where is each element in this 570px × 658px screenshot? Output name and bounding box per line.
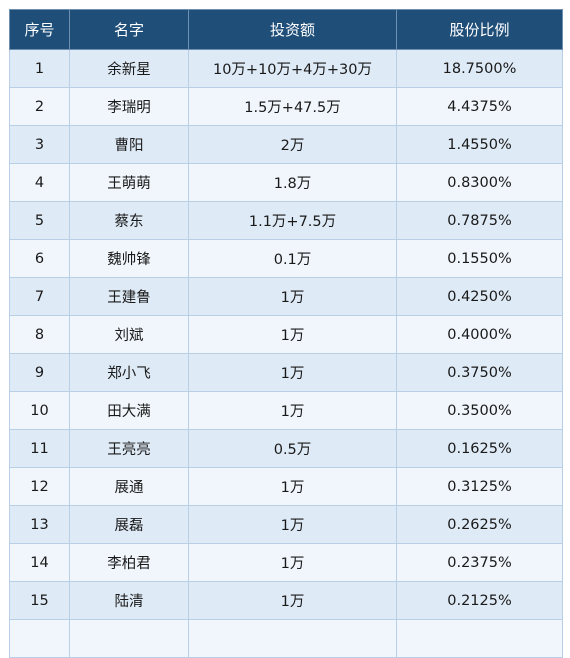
table-row: 4 王萌萌 1.8万 0.8300%: [9, 163, 563, 202]
table-row: 3 曹阳 2万 1.4550%: [9, 125, 563, 164]
table-row: 13 展磊 1万 0.2625%: [9, 505, 563, 544]
cell-index: [9, 619, 70, 658]
cell-investment: 1万: [188, 391, 397, 430]
cell-share-ratio: 0.3750%: [396, 353, 563, 392]
cell-name: 李柏君: [69, 543, 189, 582]
table-row: [9, 619, 563, 658]
cell-index: 4: [9, 163, 70, 202]
cell-index: 6: [9, 239, 70, 278]
cell-index: 10: [9, 391, 70, 430]
shareholder-table-container: 序号 名字 投资额 股份比例 1 余新星 10万+10万+4万+30万 18.7500…: [9, 9, 563, 658]
cell-name: 余新星: [69, 49, 189, 88]
cell-investment: 1万: [188, 353, 397, 392]
cell-investment: 0.1万: [188, 239, 397, 278]
shareholder-table: 序号 名字 投资额 股份比例 1 余新星 10万+10万+4万+30万 18.7500…: [9, 9, 563, 658]
cell-share-ratio: 18.7500%: [396, 49, 563, 88]
cell-share-ratio: 0.7875%: [396, 201, 563, 240]
table-header-row: 序号 名字 投资额 股份比例: [9, 9, 563, 50]
cell-investment: 1.1万+7.5万: [188, 201, 397, 240]
cell-index: 11: [9, 429, 70, 468]
cell-investment: 1.5万+47.5万: [188, 87, 397, 126]
cell-investment: 1万: [188, 581, 397, 620]
table-row: 2 李瑞明 1.5万+47.5万 4.4375%: [9, 87, 563, 126]
table-row: 5 蔡东 1.1万+7.5万 0.7875%: [9, 201, 563, 240]
cell-name: [69, 619, 189, 658]
cell-index: 12: [9, 467, 70, 506]
cell-name: 展磊: [69, 505, 189, 544]
cell-investment: 1万: [188, 543, 397, 582]
cell-share-ratio: 0.8300%: [396, 163, 563, 202]
cell-name: 蔡东: [69, 201, 189, 240]
cell-index: 13: [9, 505, 70, 544]
table-row: 10 田大满 1万 0.3500%: [9, 391, 563, 430]
header-index: 序号: [9, 9, 70, 50]
cell-name: 魏帅锋: [69, 239, 189, 278]
cell-index: 3: [9, 125, 70, 164]
cell-investment: 1万: [188, 277, 397, 316]
table-row: 8 刘斌 1万 0.4000%: [9, 315, 563, 354]
cell-investment: 0.5万: [188, 429, 397, 468]
table-row: 7 王建鲁 1万 0.4250%: [9, 277, 563, 316]
header-share-ratio: 股份比例: [396, 9, 563, 50]
cell-investment: 10万+10万+4万+30万: [188, 49, 397, 88]
cell-name: 王萌萌: [69, 163, 189, 202]
cell-name: 王建鲁: [69, 277, 189, 316]
cell-name: 刘斌: [69, 315, 189, 354]
cell-share-ratio: 0.2625%: [396, 505, 563, 544]
table-row: 11 王亮亮 0.5万 0.1625%: [9, 429, 563, 468]
cell-name: 王亮亮: [69, 429, 189, 468]
cell-share-ratio: 0.1625%: [396, 429, 563, 468]
header-investment: 投资额: [188, 9, 397, 50]
cell-index: 7: [9, 277, 70, 316]
table-body: 1 余新星 10万+10万+4万+30万 18.7500% 2 李瑞明 1.5万+47.5万…: [9, 49, 563, 658]
cell-share-ratio: 0.3500%: [396, 391, 563, 430]
cell-share-ratio: 0.2125%: [396, 581, 563, 620]
cell-investment: 1万: [188, 467, 397, 506]
cell-investment: 1万: [188, 315, 397, 354]
table-row: 9 郑小飞 1万 0.3750%: [9, 353, 563, 392]
cell-name: 郑小飞: [69, 353, 189, 392]
cell-share-ratio: 0.3125%: [396, 467, 563, 506]
cell-share-ratio: 4.4375%: [396, 87, 563, 126]
cell-share-ratio: 1.4550%: [396, 125, 563, 164]
table-row: 1 余新星 10万+10万+4万+30万 18.7500%: [9, 49, 563, 88]
cell-index: 5: [9, 201, 70, 240]
header-name: 名字: [69, 9, 189, 50]
cell-name: 李瑞明: [69, 87, 189, 126]
cell-investment: 1万: [188, 505, 397, 544]
cell-name: 田大满: [69, 391, 189, 430]
cell-investment: 2万: [188, 125, 397, 164]
cell-index: 15: [9, 581, 70, 620]
cell-share-ratio: 0.2375%: [396, 543, 563, 582]
cell-index: 9: [9, 353, 70, 392]
table-row: 12 展通 1万 0.3125%: [9, 467, 563, 506]
cell-share-ratio: 0.4250%: [396, 277, 563, 316]
cell-name: 曹阳: [69, 125, 189, 164]
cell-share-ratio: 0.4000%: [396, 315, 563, 354]
cell-index: 1: [9, 49, 70, 88]
cell-name: 展通: [69, 467, 189, 506]
cell-name: 陆清: [69, 581, 189, 620]
table-row: 6 魏帅锋 0.1万 0.1550%: [9, 239, 563, 278]
cell-index: 8: [9, 315, 70, 354]
cell-investment: [188, 619, 397, 658]
cell-index: 2: [9, 87, 70, 126]
table-row: 15 陆清 1万 0.2125%: [9, 581, 563, 620]
cell-index: 14: [9, 543, 70, 582]
cell-share-ratio: 0.1550%: [396, 239, 563, 278]
cell-share-ratio: [396, 619, 563, 658]
table-row: 14 李柏君 1万 0.2375%: [9, 543, 563, 582]
cell-investment: 1.8万: [188, 163, 397, 202]
